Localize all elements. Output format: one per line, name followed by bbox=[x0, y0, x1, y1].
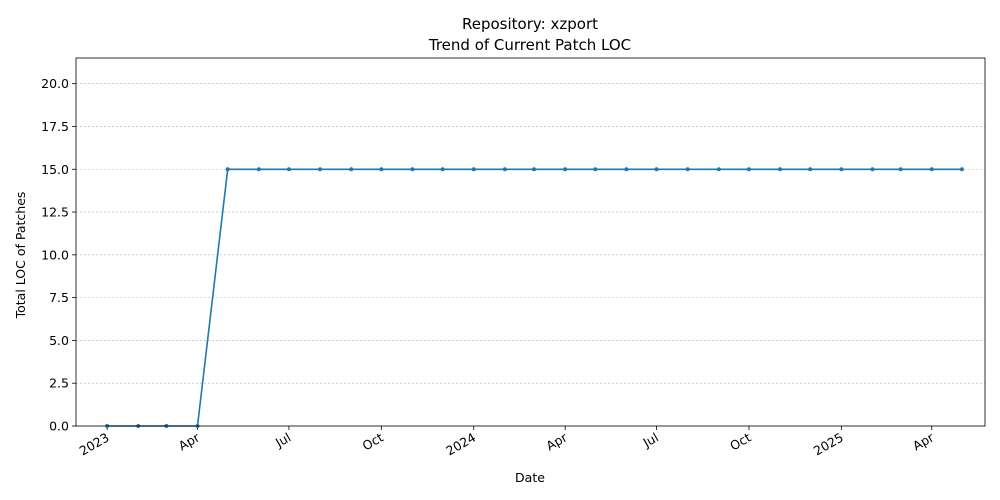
data-point bbox=[349, 167, 354, 172]
x-tick-label: Jul bbox=[272, 430, 293, 451]
data-point bbox=[716, 167, 721, 172]
plot-frame bbox=[75, 57, 986, 427]
y-tick-label: 12.5 bbox=[41, 205, 69, 220]
gridlines bbox=[76, 83, 985, 427]
data-point bbox=[440, 167, 445, 172]
y-tick-label: 7.5 bbox=[49, 290, 69, 305]
y-axis-ticks: 0.0 2.5 5.0 7.5 10.0 12.5 15.0 17.5 20.0 bbox=[41, 76, 76, 434]
series-layer bbox=[105, 167, 964, 428]
y-tick-label: 17.5 bbox=[41, 119, 69, 134]
y-tick-label: 20.0 bbox=[41, 76, 69, 91]
data-point bbox=[379, 167, 384, 172]
y-tick-label: 5.0 bbox=[49, 333, 69, 348]
data-point bbox=[870, 167, 875, 172]
y-tick-label: 15.0 bbox=[41, 162, 69, 177]
data-point bbox=[502, 167, 507, 172]
chart-title: Repository: xzport bbox=[462, 15, 598, 33]
data-point bbox=[624, 167, 629, 172]
x-tick-label: 2025 bbox=[811, 430, 846, 459]
data-point bbox=[532, 167, 537, 172]
y-tick-label: 10.0 bbox=[41, 247, 69, 262]
data-point bbox=[318, 167, 323, 172]
y-axis-label: Total LOC of Patches bbox=[13, 192, 28, 320]
data-point bbox=[225, 167, 230, 172]
data-point bbox=[685, 167, 690, 172]
data-point bbox=[593, 167, 598, 172]
data-point bbox=[778, 167, 783, 172]
y-tick-label: 2.5 bbox=[49, 376, 69, 391]
y-tick-label: 0.0 bbox=[49, 419, 69, 434]
data-point bbox=[410, 167, 415, 172]
x-axis-label: Date bbox=[515, 470, 545, 485]
data-point bbox=[746, 167, 751, 172]
x-tick-label: Jul bbox=[640, 430, 661, 451]
data-point bbox=[839, 167, 844, 172]
data-point bbox=[929, 167, 934, 172]
data-point bbox=[471, 167, 476, 172]
data-point bbox=[286, 167, 291, 172]
x-tick-label: 2023 bbox=[77, 430, 112, 459]
data-point bbox=[808, 167, 813, 172]
data-point bbox=[898, 167, 903, 172]
data-point bbox=[256, 167, 261, 172]
x-tick-label: Oct bbox=[360, 430, 386, 454]
x-tick-label: Apr bbox=[176, 429, 203, 453]
x-axis-ticks: 2023 Apr Jul Oct 2024 Apr Jul Oct 2025 Apr bbox=[77, 426, 937, 459]
chart-subtitle: Trend of Current Patch LOC bbox=[428, 36, 631, 54]
x-tick-label: Apr bbox=[910, 429, 937, 453]
x-tick-label: 2024 bbox=[443, 430, 478, 459]
x-tick-label: Apr bbox=[543, 429, 570, 453]
data-point bbox=[959, 167, 964, 172]
data-point bbox=[654, 167, 659, 172]
data-point bbox=[563, 167, 568, 172]
x-tick-label: Oct bbox=[727, 430, 753, 454]
